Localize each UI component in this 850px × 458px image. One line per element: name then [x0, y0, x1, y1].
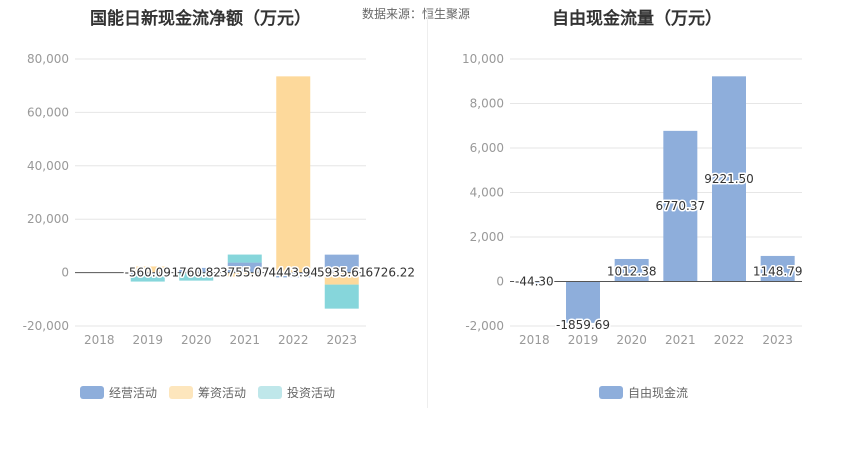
right-bar-2020 [614, 258, 649, 282]
right-x-tick-label: 2018 [519, 333, 550, 347]
right-chart-title: 自由现金流量（万元） [552, 9, 722, 29]
right-x-tick-label: 2021 [665, 333, 696, 347]
left-data-label: 6726.22 [365, 266, 415, 280]
right-y-tick-label: 10,000 [462, 52, 504, 66]
left-bar-2021 [227, 262, 262, 273]
data-source-label: 数据来源：恒生聚源 [362, 7, 471, 21]
left-bar-2021 [227, 272, 262, 277]
right-x-tick-label: 2020 [616, 333, 647, 347]
legend-item[interactable]: 经营活动 [80, 384, 157, 401]
left-x-tick-label: 2022 [278, 333, 309, 347]
right-x-tick-label: 2023 [762, 333, 793, 347]
right-bar-2022 [712, 76, 746, 282]
legend-swatch [599, 386, 623, 399]
left-bar-2019 [130, 266, 165, 273]
left-bar-2019 [130, 272, 165, 275]
right-data-label: 9221.50 [704, 172, 754, 186]
left-y-tick-label: 60,000 [27, 105, 69, 119]
legend-swatch [169, 386, 194, 399]
left-y-tick-label: 20,000 [27, 212, 69, 226]
left-y-tick-label: 0 [61, 266, 69, 280]
left-x-tick-label: 2023 [326, 333, 357, 347]
left-chart-title: 国能日新现金流净额（万元） [90, 9, 311, 29]
right-bar-2021 [663, 130, 698, 282]
right-y-tick-label: 8,000 [470, 97, 504, 111]
left-chart-legend: 经营活动 筹资活动 投资活动 [80, 384, 347, 401]
right-y-tick-label: -2,000 [465, 319, 504, 333]
left-bar-2021 [227, 254, 262, 263]
right-data-label: 1148.79 [753, 265, 803, 279]
right-x-tick-label: 2022 [714, 333, 745, 347]
legend-item[interactable]: 投资活动 [258, 384, 335, 401]
legend-swatch [80, 386, 104, 399]
right-bar-2023 [760, 255, 795, 282]
legend-item[interactable]: 自由现金流 [599, 384, 688, 401]
left-x-tick-label: 2018 [84, 333, 115, 347]
right-bar-2019 [566, 281, 600, 323]
left-bar-2022 [276, 272, 311, 278]
left-data-label: 1760.82 [171, 266, 221, 280]
left-x-tick-label: 2020 [181, 333, 212, 347]
legend-swatch [258, 386, 283, 399]
right-y-tick-label: 2,000 [470, 230, 504, 244]
left-bar-2019 [130, 274, 165, 282]
legend-label: 经营活动 [109, 386, 158, 400]
right-y-tick-label: 6,000 [470, 141, 504, 155]
left-bar-2020 [179, 272, 214, 281]
left-data-label: 4443.94 [268, 266, 318, 280]
right-y-tick-label: 4,000 [470, 186, 504, 200]
left-bar-2023 [324, 272, 359, 285]
right-chart-legend: 自由现金流 [599, 384, 700, 401]
left-x-tick-label: 2021 [229, 333, 260, 347]
legend-label: 自由现金流 [628, 386, 689, 400]
right-data-label: 1012.38 [607, 265, 657, 279]
left-data-label: 3755.07 [220, 266, 270, 280]
left-bar-2020 [179, 267, 214, 273]
right-data-label: -44.30 [515, 275, 554, 289]
left-x-tick-label: 2019 [132, 333, 163, 347]
legend-item[interactable]: 筹资活动 [169, 384, 246, 401]
legend-label: 投资活动 [287, 386, 336, 400]
panel-divider [427, 10, 428, 408]
left-data-label: -560.09 [125, 266, 171, 280]
right-data-label: -1859.69 [556, 318, 610, 332]
left-data-label: 5935.61 [317, 266, 367, 280]
left-bar-2023 [324, 284, 359, 309]
left-y-tick-label: 80,000 [27, 52, 69, 66]
right-x-tick-label: 2019 [568, 333, 599, 347]
right-data-label: 6770.37 [656, 199, 706, 213]
left-bar-2023 [324, 254, 359, 273]
left-y-tick-label: -20,000 [23, 319, 69, 333]
left-bar-2022 [276, 76, 311, 273]
right-y-tick-label: 0 [496, 275, 504, 289]
legend-label: 筹资活动 [198, 386, 247, 400]
left-y-tick-label: 40,000 [27, 159, 69, 173]
